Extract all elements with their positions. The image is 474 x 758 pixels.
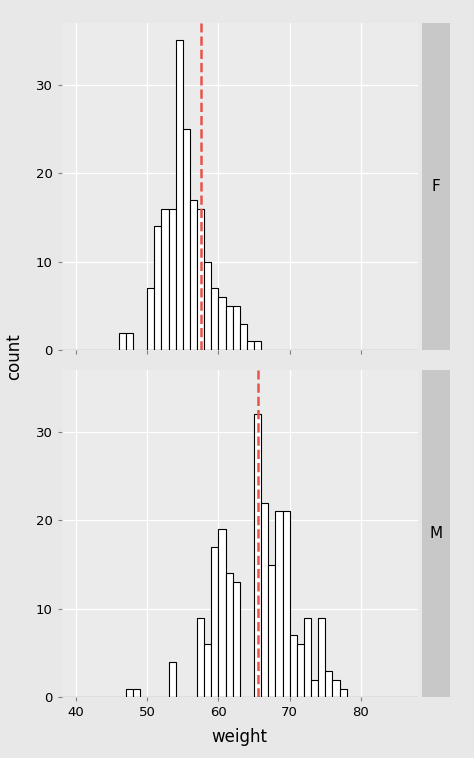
Bar [219, 529, 226, 697]
X-axis label: weight: weight [212, 728, 268, 746]
Bar [325, 671, 332, 697]
Bar [226, 306, 233, 350]
Bar [233, 582, 240, 697]
Bar [219, 297, 226, 350]
Text: M: M [429, 526, 443, 541]
Bar [240, 324, 247, 350]
Bar [176, 40, 183, 350]
Bar [190, 200, 197, 350]
Bar [304, 618, 311, 697]
Bar [154, 227, 161, 350]
Bar [211, 288, 219, 350]
Bar [226, 574, 233, 697]
Bar [339, 688, 346, 697]
Bar [211, 547, 219, 697]
Bar [290, 635, 297, 697]
Bar [197, 208, 204, 350]
Bar [311, 680, 318, 697]
Bar [275, 512, 283, 697]
Bar [118, 333, 126, 350]
Bar [283, 512, 290, 697]
Bar [133, 688, 140, 697]
Bar [268, 565, 275, 697]
Bar [254, 341, 261, 350]
Bar [204, 262, 211, 350]
Bar [247, 341, 254, 350]
Bar [183, 129, 190, 350]
Bar [332, 680, 339, 697]
Bar [297, 644, 304, 697]
Bar [126, 333, 133, 350]
Bar [197, 618, 204, 697]
Bar [169, 208, 176, 350]
Bar [233, 306, 240, 350]
Text: count: count [5, 333, 23, 380]
Bar [161, 208, 169, 350]
Bar [147, 288, 154, 350]
Bar [318, 618, 325, 697]
Text: F: F [432, 179, 440, 194]
Bar [254, 414, 261, 697]
Bar [169, 662, 176, 697]
Bar [204, 644, 211, 697]
Bar [126, 688, 133, 697]
Bar [261, 503, 268, 697]
